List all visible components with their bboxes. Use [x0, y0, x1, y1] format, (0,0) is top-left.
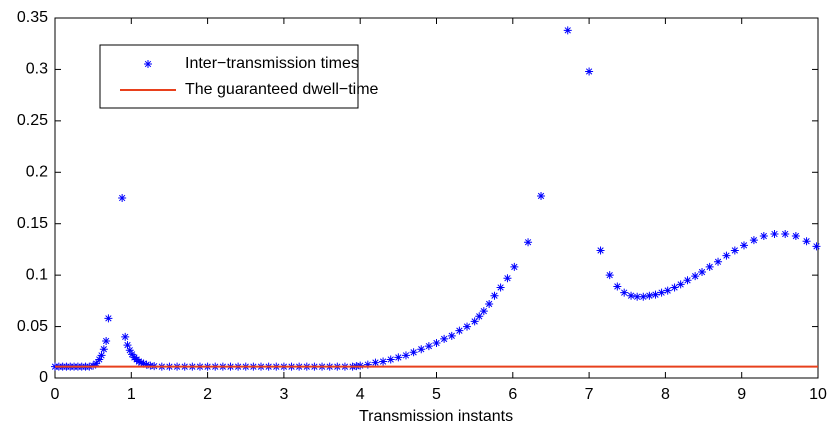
data-point	[394, 353, 403, 362]
data-point	[470, 317, 479, 326]
data-point	[759, 232, 768, 241]
data-point	[125, 346, 134, 355]
data-point	[356, 361, 365, 370]
data-point	[371, 358, 380, 367]
data-point	[791, 232, 800, 241]
data-point	[401, 351, 410, 360]
legend-label: Inter−transmission times	[185, 55, 359, 72]
legend-box	[99, 44, 359, 109]
data-point	[455, 326, 464, 335]
data-point	[698, 268, 707, 277]
data-point	[463, 322, 472, 331]
x-tick-label: 5	[432, 386, 441, 403]
data-point	[139, 359, 148, 368]
data-point	[417, 345, 426, 354]
y-tick-label: 0.25	[17, 112, 48, 129]
y-tick-label: 0.15	[17, 215, 48, 232]
y-tick-label: 0.3	[26, 61, 48, 78]
data-point	[379, 357, 388, 366]
data-point	[102, 336, 111, 345]
data-point	[802, 237, 811, 246]
data-point	[781, 230, 790, 238]
data-point	[496, 283, 505, 292]
data-point	[510, 262, 519, 271]
data-point	[89, 361, 98, 370]
data-point	[722, 251, 731, 260]
data-point	[730, 246, 739, 255]
data-point	[104, 314, 113, 323]
data-point	[92, 359, 101, 368]
data-point	[749, 236, 758, 245]
data-point	[475, 312, 484, 321]
data-point	[705, 262, 714, 271]
x-tick-label: 10	[809, 386, 827, 403]
x-tick-label: 2	[203, 386, 212, 403]
data-point	[627, 291, 636, 300]
x-tick-label: 8	[661, 386, 670, 403]
x-tick-label: 1	[127, 386, 136, 403]
y-tick-label: 0	[39, 369, 48, 386]
data-point	[596, 246, 605, 255]
data-point	[739, 241, 748, 250]
y-tick-label: 0.2	[26, 164, 48, 181]
x-tick-label: 7	[585, 386, 594, 403]
data-point	[146, 361, 155, 370]
data-point	[651, 290, 660, 299]
data-point	[95, 355, 104, 364]
data-point	[645, 291, 654, 300]
data-point	[447, 331, 456, 340]
y-tick-label: 0.1	[26, 266, 48, 283]
data-point	[670, 283, 679, 292]
data-point	[490, 291, 499, 300]
data-point	[563, 26, 572, 35]
data-point	[485, 299, 494, 308]
data-point	[137, 358, 146, 367]
data-point	[605, 271, 614, 280]
data-point	[503, 274, 512, 283]
x-tick-label: 9	[737, 386, 746, 403]
data-point	[386, 355, 395, 364]
data-point	[142, 360, 151, 369]
data-point	[770, 230, 779, 238]
data-point	[440, 334, 449, 343]
data-point	[663, 286, 672, 295]
data-point	[633, 292, 642, 301]
y-tick-label: 0.05	[17, 318, 48, 335]
data-point	[676, 280, 685, 289]
data-point	[812, 242, 821, 251]
legend-label: The guaranteed dwell−time	[185, 81, 379, 98]
data-point	[683, 276, 692, 285]
data-point	[409, 348, 418, 357]
x-tick-label: 0	[51, 386, 60, 403]
data-point	[121, 332, 130, 341]
data-point	[134, 357, 143, 366]
x-tick-label: 4	[356, 386, 365, 403]
data-point	[691, 272, 700, 281]
data-point	[613, 282, 622, 291]
data-point	[432, 339, 441, 348]
x-tick-label: 6	[508, 386, 517, 403]
data-point	[537, 191, 546, 200]
data-point	[639, 292, 648, 301]
data-point	[97, 351, 106, 360]
data-point	[424, 342, 433, 351]
data-point	[524, 238, 533, 247]
data-point	[363, 360, 372, 369]
data-point	[99, 345, 108, 354]
data-point	[585, 67, 594, 76]
data-point	[657, 288, 666, 297]
x-axis-label: Transmission instants	[359, 408, 513, 425]
data-point	[128, 350, 137, 359]
data-point	[123, 341, 132, 350]
legend-marker	[144, 60, 152, 68]
data-point	[620, 288, 629, 297]
data-point	[118, 194, 127, 202]
data-point	[714, 257, 723, 266]
x-tick-label: 3	[279, 386, 288, 403]
data-point	[479, 307, 488, 316]
y-tick-label: 0.35	[17, 9, 48, 26]
